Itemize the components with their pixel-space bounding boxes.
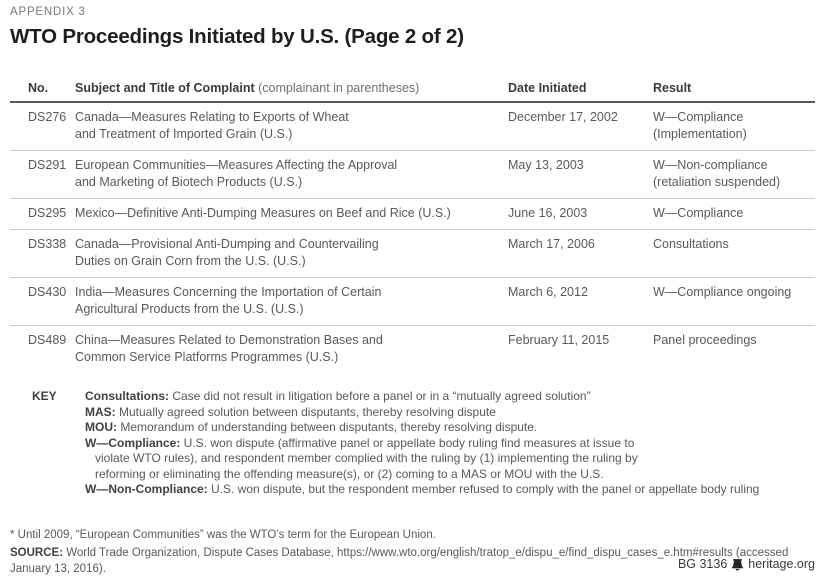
case-result-line2: (retaliation suspended) bbox=[653, 175, 781, 189]
case-result: W—Non-compliance (retaliation suspended) bbox=[653, 150, 815, 199]
table-row-ds489: DS489 China—Measures Related to Demonstr… bbox=[10, 325, 815, 373]
table-header-row: No. Subject and Title of Complaint (comp… bbox=[10, 79, 815, 103]
case-result: W—Compliance (Implementation) bbox=[653, 102, 815, 151]
key-line-w-compliance-cont: violate WTO rules), and respondent membe… bbox=[85, 451, 815, 467]
case-date: March 17, 2006 bbox=[508, 229, 653, 278]
source-label: SOURCE: bbox=[10, 546, 64, 559]
source-line: SOURCE: World Trade Organization, Disput… bbox=[10, 545, 810, 577]
case-subject-line1: India—Measures Concerning the Importatio… bbox=[75, 285, 382, 299]
appendix-label: APPENDIX 3 bbox=[10, 6, 86, 18]
key-text: Case did not result in litigation before… bbox=[169, 389, 591, 403]
case-subject-line2: Agricultural Products from the U.S. (U.S… bbox=[75, 302, 304, 316]
key-term: Consultations: bbox=[85, 389, 169, 403]
table-row-ds295: DS295 Mexico—Definitive Anti-Dumping Mea… bbox=[10, 198, 815, 230]
column-header-subject: Subject and Title of Complaint (complain… bbox=[75, 79, 508, 103]
key-term: W—Compliance: bbox=[85, 435, 181, 450]
case-number: DS276 bbox=[28, 110, 67, 124]
key-term: MOU: bbox=[85, 420, 117, 434]
document-id: BG 3136 bbox=[677, 557, 728, 571]
case-date: February 11, 2015 bbox=[508, 325, 653, 373]
column-header-result: Result bbox=[653, 79, 815, 103]
case-result-line1: Panel proceedings bbox=[653, 333, 757, 347]
case-result: W—Compliance ongoing bbox=[653, 277, 815, 326]
site-name: heritage.org bbox=[748, 557, 815, 571]
key-text: Memorandum of understanding between disp… bbox=[117, 420, 538, 434]
key-line-mas: MAS: Mutually agreed solution between di… bbox=[85, 405, 815, 421]
key-label: KEY bbox=[32, 389, 57, 403]
case-number: DS338 bbox=[10, 229, 75, 278]
case-result-line1: W—Compliance ongoing bbox=[653, 285, 792, 299]
key-line-w-compliance-cont: reforming or eliminating the offending m… bbox=[85, 467, 815, 483]
case-date: March 6, 2012 bbox=[508, 277, 653, 326]
wto-proceedings-table: No. Subject and Title of Complaint (comp… bbox=[10, 79, 815, 373]
table-row-ds276: DS276 Canada—Measures Relating to Export… bbox=[10, 102, 815, 151]
case-number: DS291 bbox=[10, 150, 75, 199]
case-subject-line1: China—Measures Related to Demonstration … bbox=[75, 333, 383, 347]
key-term: MAS: bbox=[85, 404, 116, 419]
case-date: May 13, 2003 bbox=[508, 150, 653, 199]
key-line-w-non-compliance: W—Non-Compliance: U.S. won dispute, but … bbox=[85, 482, 815, 498]
case-result-line1: Consultations bbox=[653, 237, 729, 251]
table-row-ds430: DS430 India—Measures Concerning the Impo… bbox=[10, 277, 815, 326]
case-result-line1: W—Compliance bbox=[653, 206, 744, 220]
table-row-ds291: DS291 European Communities—Measures Affe… bbox=[10, 150, 815, 199]
case-subject-line1: Canada—Measures Relating to Exports of W… bbox=[75, 110, 349, 124]
case-subject: Mexico—Definitive Anti-Dumping Measures … bbox=[75, 198, 508, 230]
case-date: June 16, 2003 bbox=[508, 198, 653, 230]
liberty-bell-icon bbox=[731, 558, 744, 571]
column-header-date: Date Initiated bbox=[508, 79, 653, 103]
case-subject-line2: Duties on Grain Corn from the U.S. (U.S.… bbox=[75, 254, 306, 268]
case-result: W—Compliance bbox=[653, 198, 815, 230]
key-text: U.S. won dispute (affirmative panel or a… bbox=[180, 435, 635, 450]
case-result: Consultations bbox=[653, 229, 815, 278]
case-result-line2: (Implementation) bbox=[653, 127, 747, 141]
key-line-consultations: Consultations: Case did not result in li… bbox=[85, 389, 815, 405]
case-subject-line1: Mexico—Definitive Anti-Dumping Measures … bbox=[75, 206, 451, 220]
case-subject-line2: Common Service Platforms Programmes (U.S… bbox=[75, 350, 339, 364]
case-result-line1: W—Non-compliance bbox=[653, 158, 768, 172]
key-text: violate WTO rules), and respondent membe… bbox=[95, 451, 638, 465]
case-subject: Canada—Measures Relating to Exports of W… bbox=[75, 102, 508, 151]
case-result: Panel proceedings bbox=[653, 325, 815, 373]
column-header-subject-note: (complainant in parentheses) bbox=[254, 81, 420, 95]
asterisk-footnote: * Until 2009, “European Communities” was… bbox=[10, 528, 436, 541]
key-section: KEY Consultations: Case did not result i… bbox=[10, 389, 815, 498]
source-text: World Trade Organization, Dispute Cases … bbox=[10, 546, 789, 575]
key-definitions: Consultations: Case did not result in li… bbox=[85, 389, 815, 498]
case-number: DS489 bbox=[10, 325, 75, 373]
key-text: U.S. won dispute, but the respondent mem… bbox=[207, 482, 760, 496]
column-header-no: No. bbox=[10, 79, 75, 103]
table-body: DS276 Canada—Measures Relating to Export… bbox=[10, 102, 815, 373]
case-subject: India—Measures Concerning the Importatio… bbox=[75, 277, 508, 326]
page-title: WTO Proceedings Initiated by U.S. (Page … bbox=[10, 25, 464, 48]
case-subject: European Communities—Measures Affecting … bbox=[75, 150, 508, 199]
key-line-w-compliance: W—Compliance: U.S. won dispute (affirmat… bbox=[85, 436, 815, 452]
case-subject: Canada—Provisional Anti-Dumping and Coun… bbox=[75, 229, 508, 278]
case-subject-line2: and Marketing of Biotech Products (U.S.) bbox=[75, 175, 303, 189]
case-result-line1: W—Compliance bbox=[653, 110, 744, 124]
case-number: DS430 bbox=[10, 277, 75, 326]
case-date: December 17, 2002 bbox=[508, 110, 618, 124]
key-line-mou: MOU: Memorandum of understanding between… bbox=[85, 420, 815, 436]
column-header-subject-bold: Subject and Title of Complaint bbox=[75, 81, 255, 95]
case-subject-line1: European Communities—Measures Affecting … bbox=[75, 158, 398, 172]
table-header: No. Subject and Title of Complaint (comp… bbox=[10, 79, 815, 103]
key-text: Mutually agreed solution between disputa… bbox=[115, 404, 496, 419]
case-subject: China—Measures Related to Demonstration … bbox=[75, 325, 508, 373]
case-subject-line1: Canada—Provisional Anti-Dumping and Coun… bbox=[75, 237, 379, 251]
table-row-ds338: DS338 Canada—Provisional Anti-Dumping an… bbox=[10, 229, 815, 278]
page-footer: BG 3136 heritage.org bbox=[678, 557, 815, 571]
case-subject-line2: and Treatment of Imported Grain (U.S.) bbox=[75, 127, 293, 141]
key-text: reforming or eliminating the offending m… bbox=[95, 466, 604, 481]
key-term: W—Non-Compliance: bbox=[85, 482, 208, 496]
case-number: DS295 bbox=[10, 198, 75, 230]
